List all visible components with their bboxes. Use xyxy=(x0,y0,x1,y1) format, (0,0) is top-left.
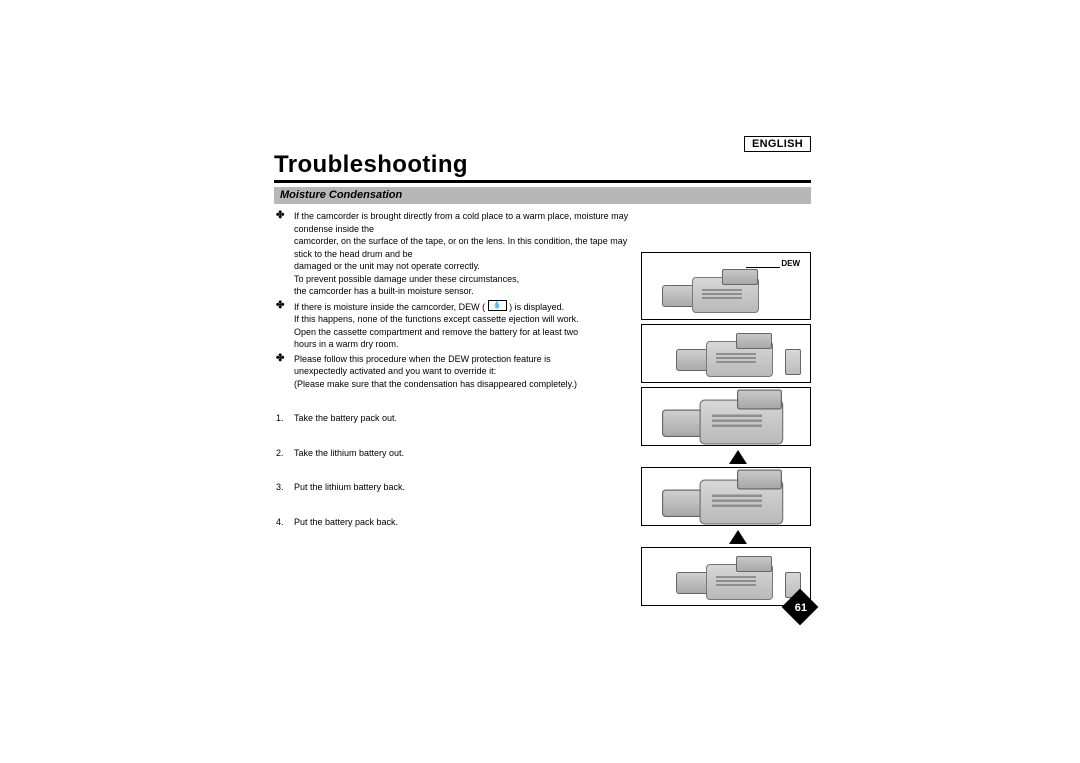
line: unexpectedly activated and you want to o… xyxy=(294,366,496,376)
bullet-item: ✤ If the camcorder is brought directly f… xyxy=(276,210,636,298)
line: Please follow this procedure when the DE… xyxy=(294,354,551,364)
figure-panel: 3 xyxy=(641,467,811,526)
maltese-cross-icon: ✤ xyxy=(276,210,294,298)
dew-label: DEW xyxy=(781,259,800,268)
step-text: Put the battery pack back. xyxy=(294,516,636,529)
line: camcorder, on the surface of the tape, o… xyxy=(294,236,627,259)
camcorder-icon xyxy=(662,271,777,313)
step-item: 1. Take the battery pack out. xyxy=(276,412,636,425)
camcorder-icon xyxy=(676,335,791,377)
line: the camcorder has a built-in moisture se… xyxy=(294,286,474,296)
line: (Please make sure that the condensation … xyxy=(294,379,577,389)
section-heading: Moisture Condensation xyxy=(274,187,811,204)
step-item: 2. Take the lithium battery out. xyxy=(276,447,636,460)
bullet-text: If the camcorder is brought directly fro… xyxy=(294,210,636,298)
bullet-item: ✤ If there is moisture inside the camcor… xyxy=(276,300,636,351)
step-number: 3. xyxy=(276,481,294,494)
manual-page: ENGLISH Troubleshooting Moisture Condens… xyxy=(262,136,811,636)
step-text: Take the lithium battery out. xyxy=(294,447,636,460)
bullet-item: ✤ Please follow this procedure when the … xyxy=(276,353,636,391)
line: To prevent possible damage under these c… xyxy=(294,274,519,284)
figure-panel-dew: DEW xyxy=(641,252,811,320)
camcorder-icon xyxy=(662,472,806,525)
arrow-up-icon xyxy=(729,530,747,544)
camcorder-icon xyxy=(676,558,791,600)
bullet-text: If there is moisture inside the camcorde… xyxy=(294,300,636,351)
camcorder-icon xyxy=(662,392,806,445)
step-item: 3. Put the lithium battery back. xyxy=(276,481,636,494)
line: ) is displayed. xyxy=(509,302,564,312)
step-item: 4. Put the battery pack back. xyxy=(276,516,636,529)
step-number: 4. xyxy=(276,516,294,529)
line: If this happens, none of the functions e… xyxy=(294,314,579,324)
title-rule xyxy=(274,180,811,183)
step-text: Put the lithium battery back. xyxy=(294,481,636,494)
step-text: Take the battery pack out. xyxy=(294,412,636,425)
callout-line xyxy=(746,267,780,268)
figure-panel: 1 xyxy=(641,324,811,383)
page-number-badge xyxy=(775,582,813,620)
step-number: 2. xyxy=(276,447,294,460)
page-number: 61 xyxy=(795,602,807,614)
bullet-text: Please follow this procedure when the DE… xyxy=(294,353,636,391)
page-title: Troubleshooting xyxy=(274,151,468,179)
figure-panel: 2 xyxy=(641,387,811,446)
arrow-up-icon xyxy=(729,450,747,464)
maltese-cross-icon: ✤ xyxy=(276,300,294,351)
line: If there is moisture inside the camcorde… xyxy=(294,302,485,312)
dew-symbol-icon xyxy=(488,300,507,311)
step-number: 1. xyxy=(276,412,294,425)
line: Open the cassette compartment and remove… xyxy=(294,327,578,337)
figure-column: DEW 1 2 3 xyxy=(641,252,811,610)
language-badge: ENGLISH xyxy=(744,136,811,152)
line: hours in a warm dry room. xyxy=(294,339,399,349)
line: If the camcorder is brought directly fro… xyxy=(294,211,628,234)
page-sheet: ENGLISH Troubleshooting Moisture Condens… xyxy=(0,0,1080,763)
maltese-cross-icon: ✤ xyxy=(276,353,294,391)
line: damaged or the unit may not operate corr… xyxy=(294,261,480,271)
body-text: ✤ If the camcorder is brought directly f… xyxy=(276,210,636,528)
